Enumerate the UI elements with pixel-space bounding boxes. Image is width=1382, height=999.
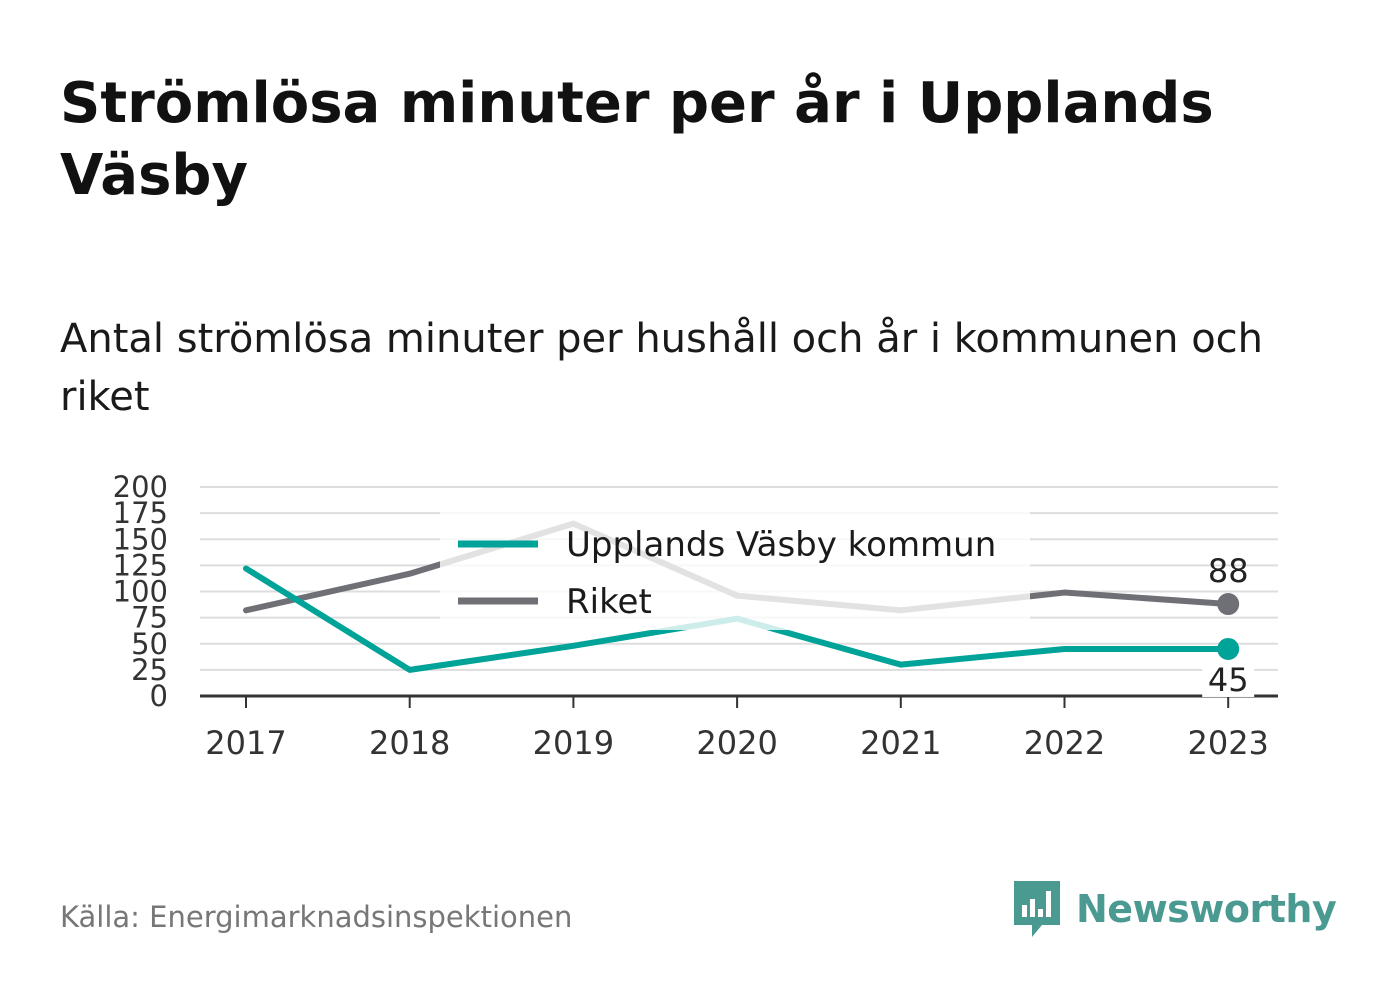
- legend: Upplands Väsby kommun Riket: [440, 512, 1030, 630]
- y-tick-label-75: 75: [131, 601, 168, 635]
- x-tick-label-2020: 2020: [696, 724, 777, 762]
- x-tick-label-2023: 2023: [1187, 724, 1268, 762]
- end-point-kommun: [1217, 637, 1240, 660]
- x-tick-label-2019: 2019: [533, 724, 614, 762]
- brand-logo: Newsworthy: [1012, 878, 1337, 940]
- y-tick-label-25: 25: [131, 653, 168, 687]
- x-tick-label-2018: 2018: [369, 724, 450, 762]
- source-note: Källa: Energimarknadsinspektionen: [60, 900, 573, 934]
- y-tick-label-100: 100: [113, 575, 168, 609]
- y-tick-label-50: 50: [131, 627, 168, 661]
- x-axis: 2017 2018 2019 2020 2021 2022 2023: [200, 694, 1278, 762]
- newsworthy-logo-icon: [1014, 881, 1060, 937]
- legend-background: [440, 512, 1030, 630]
- end-point-riket: [1217, 593, 1240, 616]
- legend-label-riket: Riket: [566, 582, 652, 622]
- y-tick-label-0: 0: [150, 679, 168, 713]
- chart-title: Strömlösa minuter per år i Upplands Väsb…: [60, 71, 1214, 208]
- chart-subtitle: Antal strömlösa minuter per hushåll och …: [60, 316, 1264, 420]
- end-label-kommun: 45: [1208, 661, 1249, 699]
- x-tick-label-2017: 2017: [205, 724, 286, 762]
- y-tick-label-125: 125: [113, 548, 168, 582]
- y-tick-label-200: 200: [113, 470, 168, 504]
- x-tick-label-2022: 2022: [1024, 724, 1105, 762]
- y-tick-label-150: 150: [113, 522, 168, 556]
- brand-name: Newsworthy: [1076, 887, 1337, 931]
- x-tick-label-2021: 2021: [860, 724, 941, 762]
- end-label-riket: 88: [1208, 552, 1249, 590]
- end-label-kommun-bg: [1202, 662, 1255, 697]
- end-labels: 88 45: [1202, 552, 1255, 699]
- y-tick-label-175: 175: [113, 496, 168, 530]
- legend-label-kommun: Upplands Väsby kommun: [566, 525, 996, 565]
